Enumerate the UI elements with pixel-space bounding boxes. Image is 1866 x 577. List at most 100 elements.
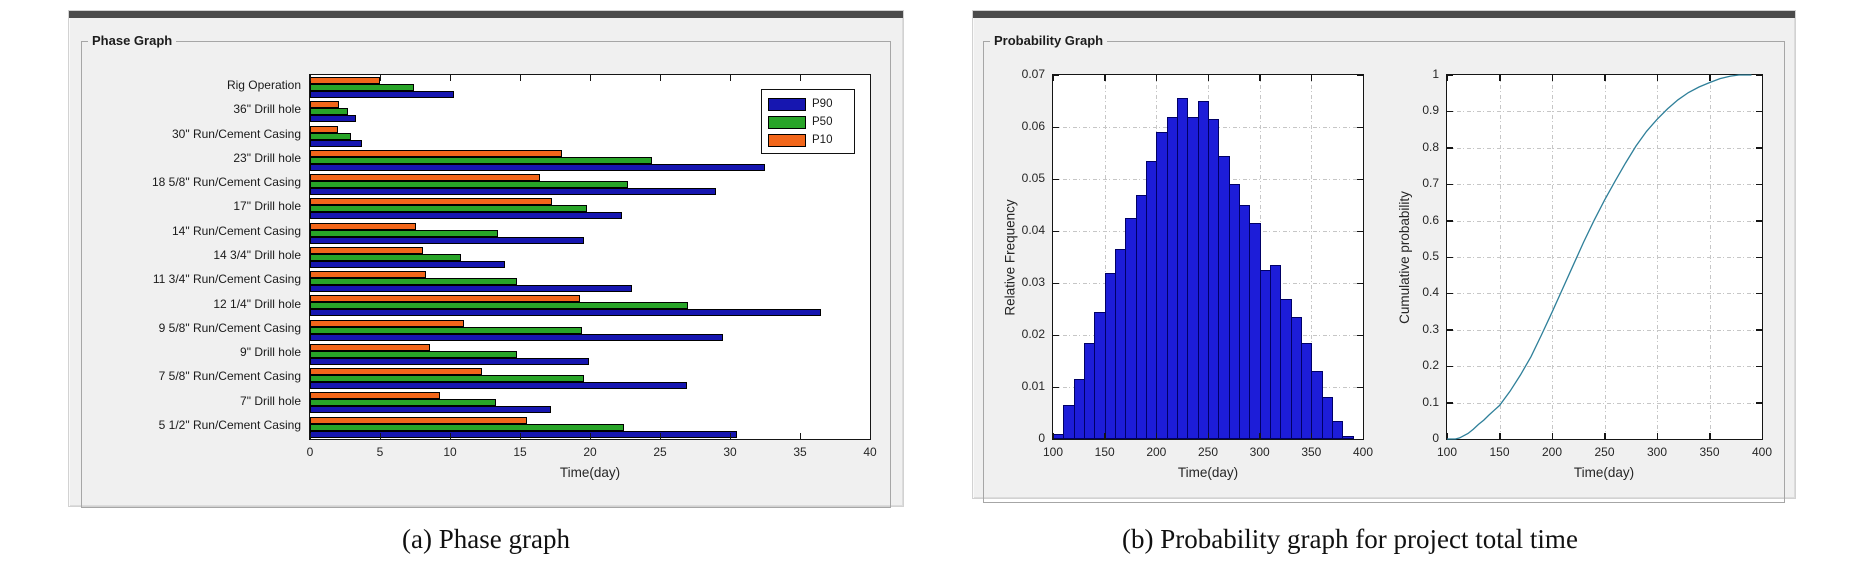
y-tick-mark xyxy=(1053,230,1059,232)
legend-label: P50 xyxy=(812,116,833,128)
phase-category-label: 14" Run/Cement Casing xyxy=(172,223,301,238)
x-tick-label: 5 xyxy=(376,445,384,459)
x-tick-label: 150 xyxy=(1094,445,1115,459)
grid-line-vertical xyxy=(1104,75,1106,439)
x-tick-mark xyxy=(379,433,381,439)
grid-line-horizontal xyxy=(1447,257,1762,258)
x-tick-mark xyxy=(869,75,871,81)
y-tick-mark xyxy=(1756,183,1762,186)
grid-line-horizontal xyxy=(1447,366,1762,368)
phase-bar-p90 xyxy=(310,260,505,268)
phase-category-label: 9 5/8" Run/Cement Casing xyxy=(158,320,301,335)
x-tick-label: 300 xyxy=(1646,445,1668,459)
x-tick-mark xyxy=(1052,433,1054,439)
x-tick-label: 200 xyxy=(1146,445,1167,459)
phase-category-label: 17" Drill hole xyxy=(233,199,301,214)
cdf-xlabel: Time(day) xyxy=(1573,465,1635,480)
phase-axes: Time(day) P90 P50 P10 0 5 10 15 20 25 30 35 40 xyxy=(307,74,877,480)
phase-category-label: 11 3/4" Run/Cement Casing xyxy=(152,272,301,287)
phase-bar-p50 xyxy=(310,181,628,189)
x-tick-mark xyxy=(729,75,731,81)
histogram-axes: Relative Frequency Time(day) 100 150 200 25… xyxy=(1003,67,1374,480)
y-tick-mark xyxy=(1357,282,1363,284)
x-tick-mark xyxy=(1259,433,1261,439)
phase-bar-p50 xyxy=(310,108,348,116)
phase-bar-p10 xyxy=(310,174,540,182)
y-tick-mark xyxy=(1756,110,1762,113)
x-tick-mark xyxy=(1362,75,1364,81)
y-tick-mark xyxy=(1447,220,1453,222)
caption-b: (b) Probability graph for project total … xyxy=(1122,524,1578,554)
x-tick-mark xyxy=(1259,75,1261,81)
x-tick-mark xyxy=(1310,433,1313,439)
x-tick-mark xyxy=(589,75,591,81)
y-tick-mark xyxy=(1357,386,1363,388)
x-tick-mark xyxy=(309,75,311,81)
y-tick-mark xyxy=(1053,438,1059,440)
x-tick-mark xyxy=(309,433,311,439)
phase-window-titlebar xyxy=(69,11,903,18)
y-tick-label: 0.02 xyxy=(1021,327,1045,341)
histogram-bar xyxy=(1342,436,1354,439)
phase-category-label: 36" Drill hole xyxy=(233,102,301,117)
y-tick-mark xyxy=(1756,402,1762,404)
y-tick-mark xyxy=(1053,178,1059,180)
x-tick-label: 100 xyxy=(1436,445,1458,459)
x-tick-label: 25 xyxy=(653,445,667,459)
grid-line-horizontal xyxy=(1447,147,1762,149)
x-tick-label: 20 xyxy=(583,445,597,459)
legend-item: P50 xyxy=(768,113,848,131)
histogram-xlabel: Time(day) xyxy=(1177,465,1239,480)
phase-figure-window: Phase Graph Rig Operation 36" Drill hole 3… xyxy=(68,10,904,508)
x-tick-mark xyxy=(1310,75,1313,81)
cdf-ylabel: Cumulative probability xyxy=(1396,190,1412,324)
x-tick-mark xyxy=(1604,433,1606,439)
x-tick-mark xyxy=(1656,433,1658,439)
y-tick-mark xyxy=(1447,147,1453,149)
y-tick-mark xyxy=(1357,178,1363,180)
phase-bar-p10 xyxy=(310,198,553,206)
phase-bar-p90 xyxy=(310,163,765,171)
phase-bar-p90 xyxy=(310,285,632,293)
y-tick-mark xyxy=(1447,74,1453,76)
y-tick-mark xyxy=(1447,256,1453,258)
p50-swatch xyxy=(768,115,806,129)
phase-category-label: 7 5/8" Run/Cement Casing xyxy=(158,369,301,384)
y-tick-label: 0.1 xyxy=(1422,394,1439,409)
cdf-axes: Cumulative probability Time(day) 100 150 2… xyxy=(1397,67,1773,480)
probability-figure-window: Probability Graph Relative Frequency Tim… xyxy=(972,10,1796,503)
x-tick-label: 250 xyxy=(1197,445,1219,459)
x-tick-mark xyxy=(449,75,451,81)
x-tick-mark xyxy=(519,433,521,439)
phase-category-label: 9" Drill hole xyxy=(240,345,301,360)
x-tick-label: 40 xyxy=(863,445,877,459)
probability-groupbox: Probability Graph xyxy=(983,33,1785,503)
phase-category-label: 18 5/8" Run/Cement Casing xyxy=(151,175,301,190)
y-tick-label: 0.03 xyxy=(1021,275,1045,289)
phase-bar-p10 xyxy=(310,319,464,327)
phase-bar-p10 xyxy=(310,271,427,279)
phase-bar-p90 xyxy=(310,382,687,390)
x-tick-mark xyxy=(659,433,661,439)
x-tick-mark xyxy=(1499,433,1501,439)
y-tick-mark xyxy=(1756,256,1762,258)
x-tick-mark xyxy=(1551,75,1553,81)
x-tick-label: 350 xyxy=(1301,445,1322,459)
phase-bar-p50 xyxy=(310,205,588,213)
y-tick-mark xyxy=(1756,292,1762,295)
x-tick-mark xyxy=(1052,75,1054,81)
x-tick-mark xyxy=(799,75,801,81)
phase-groupbox-title: Phase Graph xyxy=(88,33,177,48)
x-tick-mark xyxy=(1207,75,1209,81)
histogram-ylabel-wrap: Relative Frequency xyxy=(1001,75,1019,439)
y-tick-label: 0.2 xyxy=(1422,358,1439,373)
y-tick-mark xyxy=(1357,334,1363,336)
y-tick-mark xyxy=(1053,334,1059,336)
x-tick-label: 350 xyxy=(1699,445,1720,459)
x-tick-mark xyxy=(1362,433,1364,439)
legend-item: P10 xyxy=(768,131,848,149)
phase-bar-p50 xyxy=(310,375,585,383)
phase-category-label: Rig Operation xyxy=(226,78,301,93)
p10-swatch xyxy=(768,133,806,147)
y-tick-label: 0 xyxy=(1432,431,1439,445)
